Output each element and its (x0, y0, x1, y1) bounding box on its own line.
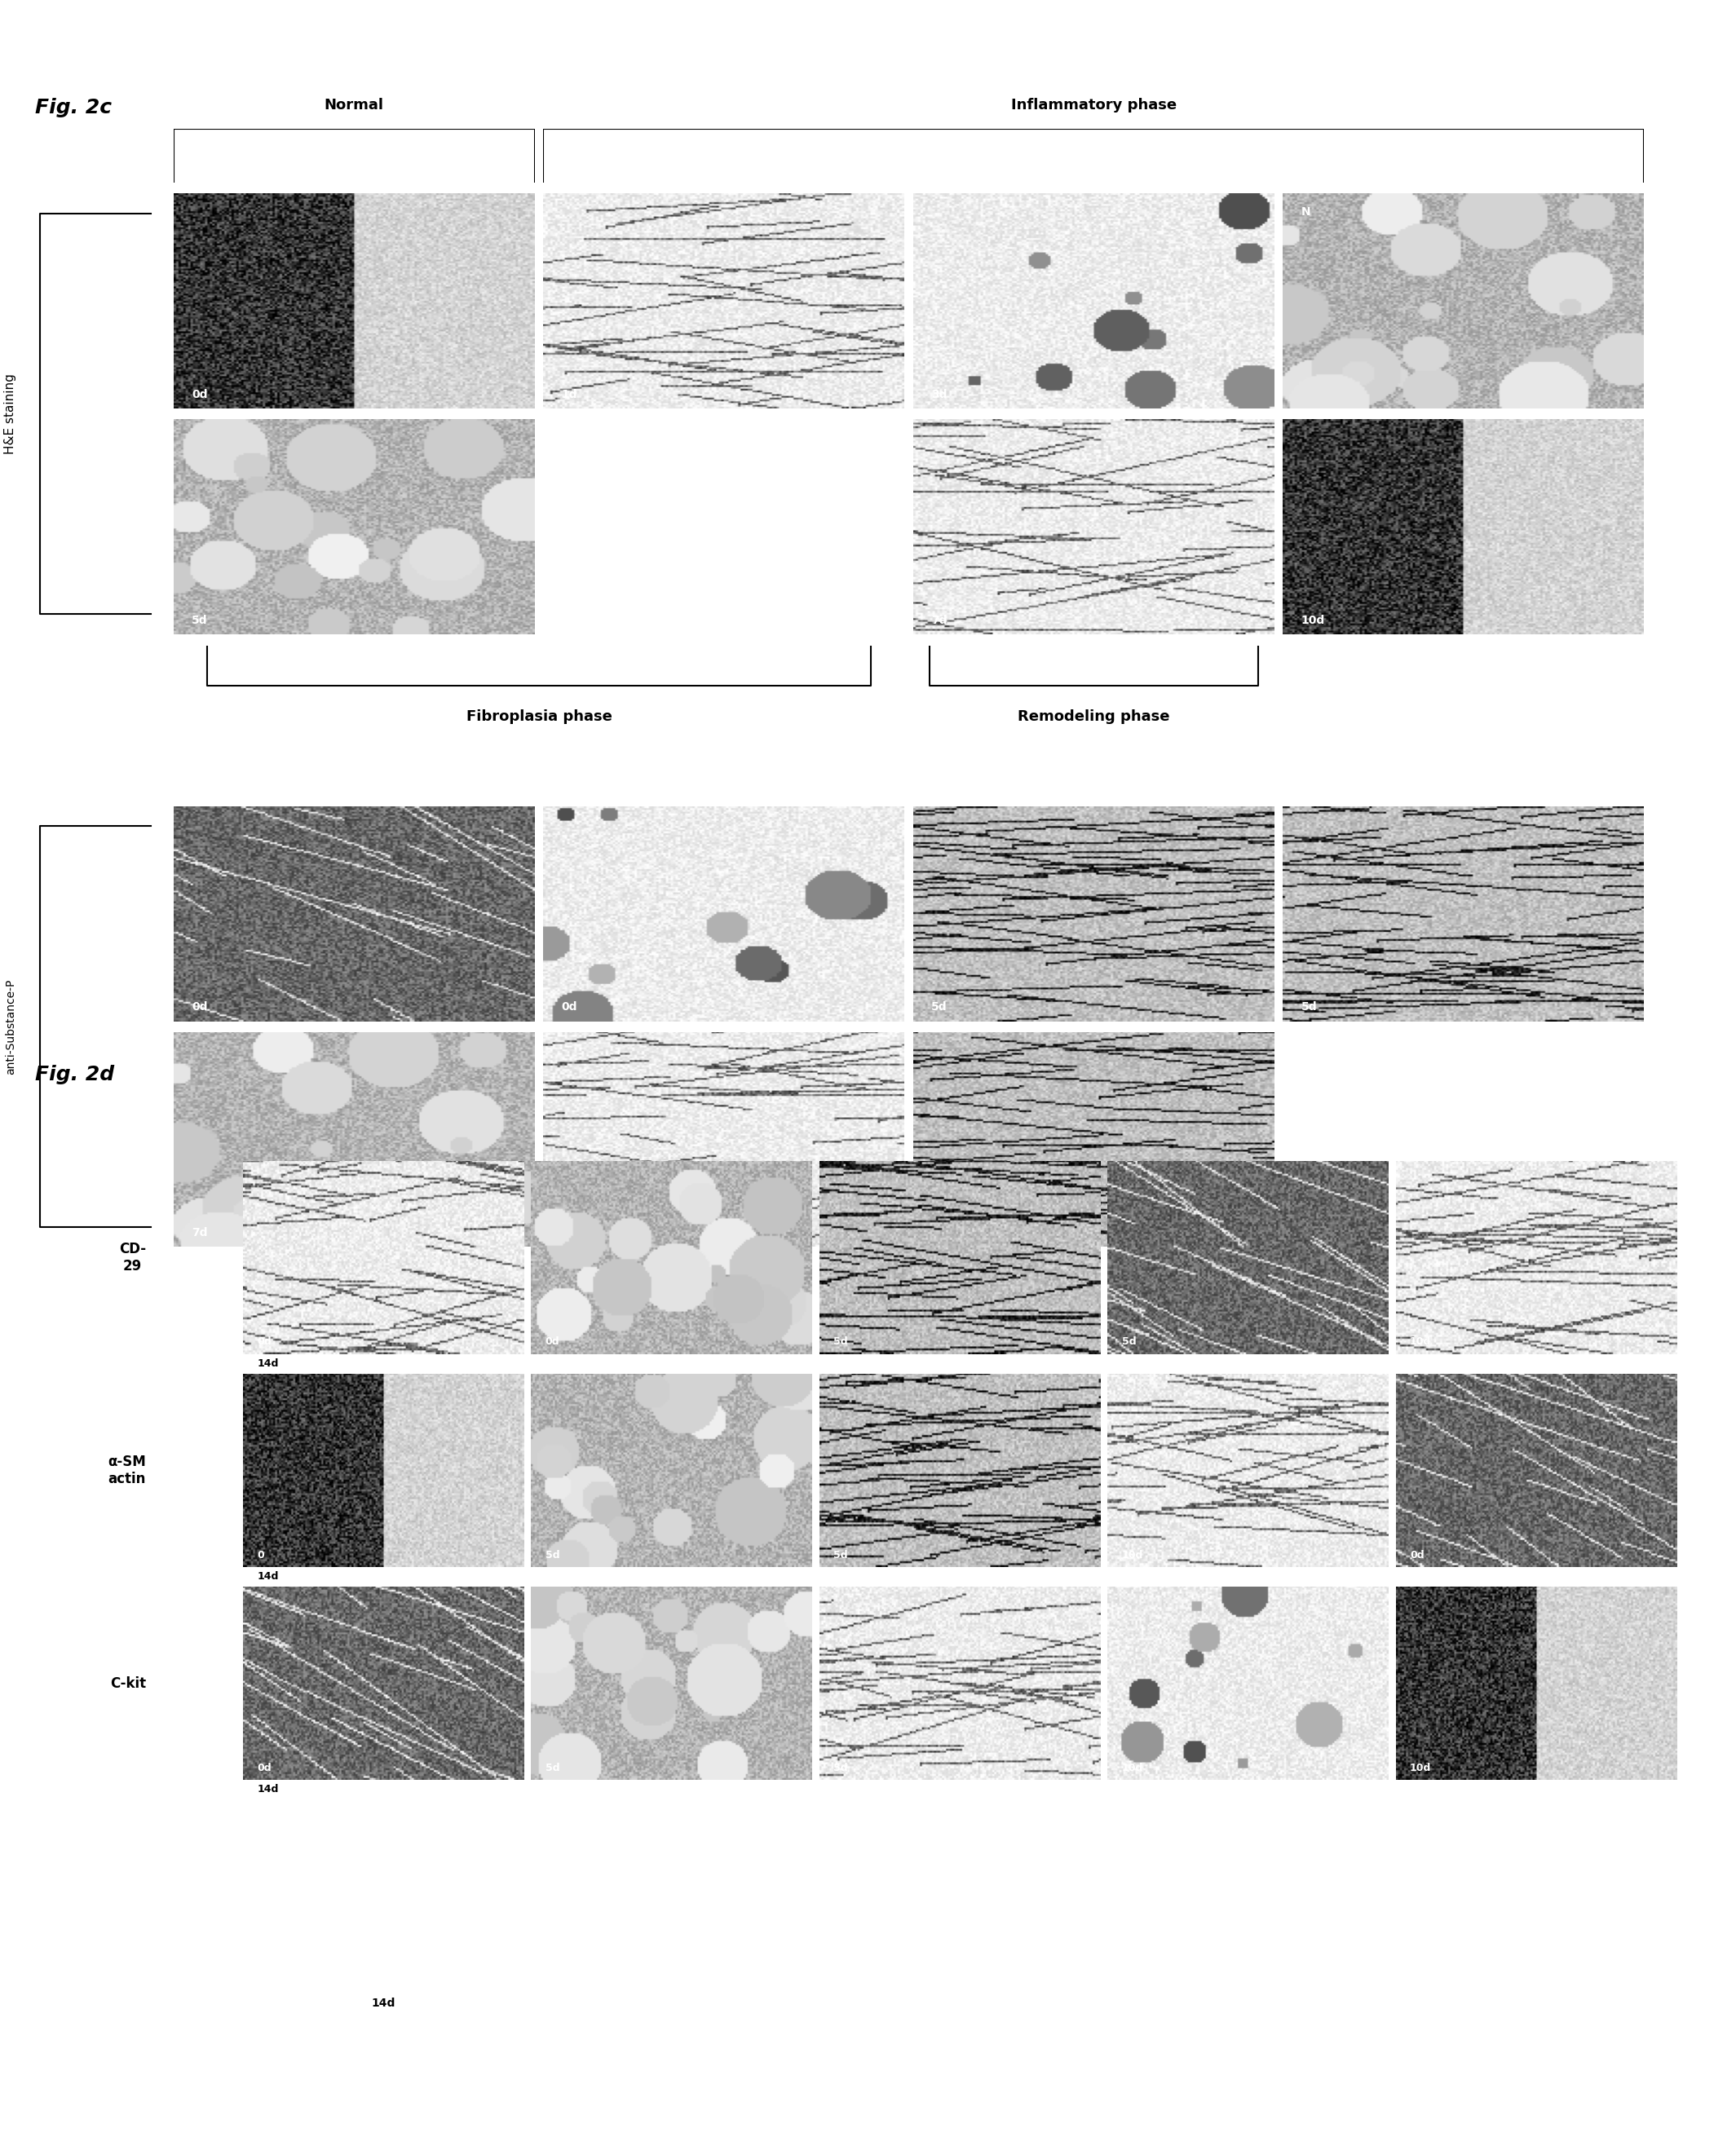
Text: 1d: 1d (561, 389, 578, 400)
Text: 7d: 7d (930, 615, 948, 626)
Text: 7d: 7d (191, 1228, 208, 1238)
Text: 0d: 0d (1410, 1550, 1424, 1561)
Text: 5d: 5d (545, 1763, 559, 1774)
Text: 0d: 0d (561, 1002, 578, 1013)
Text: 14d: 14d (257, 1572, 278, 1582)
Text: α-SM
actin: α-SM actin (108, 1456, 146, 1486)
Text: H&E staining: H&E staining (3, 374, 17, 454)
Text: 14d: 14d (257, 1784, 278, 1795)
Text: Fig. 2c: Fig. 2c (35, 97, 111, 118)
Text: CD-
29: CD- 29 (118, 1243, 146, 1273)
Text: 10d: 10d (1410, 1763, 1430, 1774)
Text: anti-Substance-P: anti-Substance-P (5, 978, 16, 1075)
Text: 0d: 0d (257, 1763, 271, 1774)
Text: 5d: 5d (930, 1002, 948, 1013)
Text: C-kit: C-kit (109, 1677, 146, 1690)
Text: Normal: Normal (325, 99, 384, 112)
Text: 10d: 10d (1121, 1763, 1142, 1774)
Text: 0d: 0d (257, 1337, 271, 1348)
Text: 5d: 5d (833, 1550, 847, 1561)
Text: 14d: 14d (372, 1997, 396, 2008)
Text: Remodeling phase: Remodeling phase (1017, 710, 1170, 725)
Text: Fig. 2d: Fig. 2d (35, 1064, 115, 1086)
Text: 5d: 5d (833, 1763, 847, 1774)
Text: 3d: 3d (930, 389, 948, 400)
Text: 14d: 14d (257, 1359, 278, 1370)
Text: 0: 0 (257, 1550, 264, 1561)
Text: Inflammatory phase: Inflammatory phase (1010, 99, 1177, 112)
Text: 10d: 10d (1121, 1550, 1142, 1561)
Text: 5d: 5d (833, 1337, 847, 1348)
Text: 5d: 5d (545, 1550, 559, 1561)
Text: 0d: 0d (191, 389, 208, 400)
Text: 5d: 5d (1300, 1002, 1318, 1013)
Text: 5d: 5d (1121, 1337, 1135, 1348)
Text: 10d: 10d (930, 1228, 955, 1238)
Text: N: N (1300, 206, 1311, 217)
Text: 0d: 0d (191, 1002, 208, 1013)
Text: 10d: 10d (1300, 615, 1325, 626)
Text: 10d: 10d (561, 1228, 585, 1238)
Text: 5d: 5d (191, 615, 208, 626)
Text: Fibroplasia phase: Fibroplasia phase (465, 710, 613, 725)
Text: 10d: 10d (1410, 1337, 1430, 1348)
Text: 0d: 0d (545, 1337, 559, 1348)
